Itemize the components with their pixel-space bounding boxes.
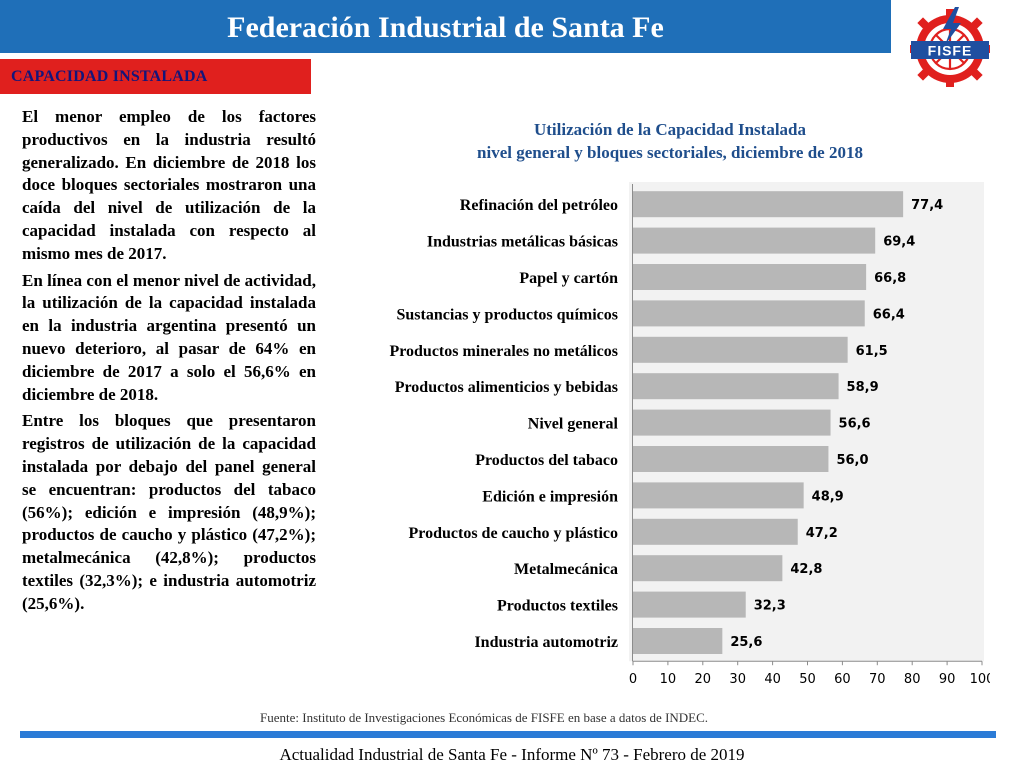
x-tick-label: 100 (970, 672, 990, 687)
logo-text: FISFE (928, 43, 973, 59)
bar (633, 336, 848, 363)
lightning-icon (943, 7, 961, 45)
section-tag (0, 59, 311, 94)
footer-text: Actualidad Industrial de Santa Fe - Info… (279, 745, 745, 764)
x-tick-label: 20 (695, 672, 712, 687)
footer-bar (20, 731, 996, 738)
source-note: Fuente: Instituto de Investigaciones Eco… (260, 710, 709, 725)
bar (633, 446, 829, 472)
section-label: CAPACIDAD INSTALADA (11, 68, 208, 85)
bar-chart: Refinación del petróleo 77,4 Industrias me… (389, 182, 990, 687)
bar (633, 591, 746, 618)
data-label: 77,4 (911, 198, 943, 213)
x-tick-label: 50 (799, 672, 816, 687)
data-label: 47,2 (806, 526, 838, 541)
data-label: 69,4 (883, 235, 915, 250)
category-label: Sustancias y productos químicos (396, 306, 618, 323)
data-label: 61,5 (856, 344, 888, 359)
category-label: Papel y cartón (519, 270, 618, 287)
category-label: Edición e impresión (482, 488, 618, 505)
data-label: 66,8 (874, 271, 906, 286)
x-tick-label: 40 (764, 672, 781, 687)
data-label: 56,0 (836, 453, 868, 468)
bar (633, 518, 798, 545)
x-tick-label: 30 (729, 672, 746, 687)
paragraph: El menor empleo de los factores producti… (22, 107, 316, 263)
category-label: Nivel general (528, 416, 619, 433)
bar (633, 300, 865, 327)
x-tick-label: 10 (660, 672, 677, 687)
data-label: 66,4 (873, 307, 905, 322)
chart-title-block: Utilización de la Capacidad Instalada ni… (360, 118, 980, 164)
data-label: 58,9 (847, 380, 879, 395)
category-label: Industrias metálicas básicas (427, 234, 618, 251)
chart-subtitle: nivel general y bloques sectoriales, dic… (477, 143, 863, 162)
category-label: Productos textiles (497, 598, 618, 615)
fisfe-logo: FISFE (910, 7, 990, 87)
category-label: Productos minerales no metálicos (389, 343, 618, 360)
bar (633, 555, 783, 582)
bar (633, 191, 904, 218)
data-label: 25,6 (730, 635, 762, 650)
x-tick-label: 60 (834, 672, 851, 687)
data-label: 48,9 (812, 489, 844, 504)
x-tick-label: 70 (869, 672, 886, 687)
bar (633, 482, 804, 509)
x-tick-label: 90 (939, 672, 956, 687)
category-label: Metalmecánica (514, 561, 618, 578)
bar (633, 264, 867, 290)
header-bar (0, 0, 891, 53)
bar (633, 227, 876, 254)
x-tick-label: 0 (629, 672, 637, 687)
category-label: Productos de caucho y plástico (409, 525, 618, 542)
bar (633, 409, 831, 436)
paragraph: En línea con el menor nivel de actividad… (22, 270, 316, 404)
paragraph: Entre los bloques que presentaron regist… (22, 411, 316, 613)
x-tick-label: 80 (904, 672, 921, 687)
bar (633, 628, 723, 654)
data-label: 56,6 (839, 417, 871, 432)
data-label: 42,8 (790, 562, 822, 577)
data-label: 32,3 (754, 599, 786, 614)
category-label: Productos del tabaco (475, 452, 618, 469)
bar (633, 373, 839, 400)
category-label: Industria automotriz (474, 634, 618, 651)
chart-title: Utilización de la Capacidad Instalada (533, 120, 807, 139)
page-title: Federación Industrial de Santa Fe (227, 11, 664, 44)
category-label: Refinación del petróleo (460, 197, 618, 214)
category-label: Productos alimenticios y bebidas (395, 379, 618, 396)
body-text: El menor empleo de los factores producti… (22, 106, 316, 620)
